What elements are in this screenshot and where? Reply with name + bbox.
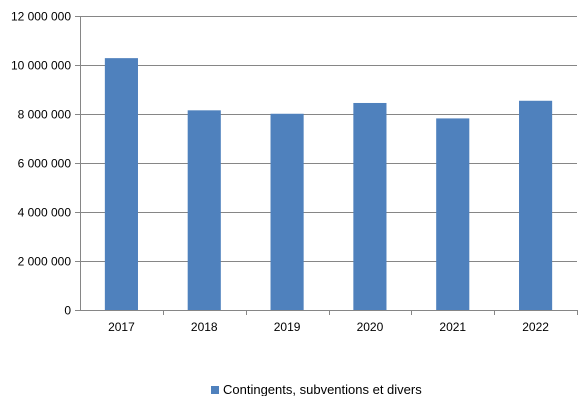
bar-2021 bbox=[436, 118, 470, 310]
y-tick-label: 8 000 000 bbox=[18, 108, 72, 122]
y-tick-labels: 0 2 000 000 4 000 000 6 000 000 8 000 000 10 … bbox=[11, 10, 71, 318]
x-tick-label: 2018 bbox=[191, 320, 218, 334]
x-tick-label: 2017 bbox=[108, 320, 135, 334]
bar-2017 bbox=[104, 58, 138, 310]
x-tick-label: 2021 bbox=[439, 320, 466, 334]
y-tick-label: 10 000 000 bbox=[11, 59, 71, 73]
y-tick-label: 4 000 000 bbox=[18, 206, 72, 220]
x-tick-labels: 2017 2018 2019 2020 2021 2022 bbox=[108, 310, 578, 334]
legend-swatch bbox=[211, 386, 219, 394]
y-tick-label: 2 000 000 bbox=[18, 255, 72, 269]
x-tick-label: 2020 bbox=[357, 320, 384, 334]
gridlines bbox=[75, 16, 577, 311]
y-tick-label: 0 bbox=[64, 304, 71, 318]
bars bbox=[104, 58, 553, 311]
x-tick-label: 2019 bbox=[274, 320, 301, 334]
bar-2020 bbox=[353, 102, 387, 310]
y-tick-label: 12 000 000 bbox=[11, 10, 71, 24]
y-tick-label: 6 000 000 bbox=[18, 157, 72, 171]
bar-2022 bbox=[519, 100, 553, 311]
x-tick-label: 2022 bbox=[522, 320, 549, 334]
bar-2018 bbox=[187, 110, 221, 310]
legend: Contingents, subventions et divers bbox=[211, 382, 422, 396]
legend-label: Contingents, subventions et divers bbox=[223, 382, 422, 396]
bar-2019 bbox=[270, 113, 304, 310]
